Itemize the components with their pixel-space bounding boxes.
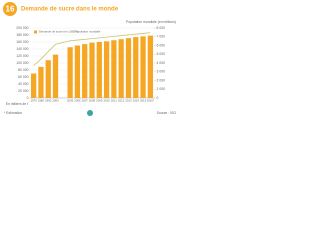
page-dot bbox=[87, 110, 93, 116]
y2-tick-label: 5 000 bbox=[157, 52, 166, 56]
x-tick-label: 2006 bbox=[74, 99, 81, 103]
x-tick-label: 2000 bbox=[52, 99, 59, 103]
chart-title: Demande de sucre dans le monde bbox=[21, 7, 119, 13]
bar bbox=[45, 60, 51, 98]
bar bbox=[67, 47, 73, 98]
y-tick-label: 120 000 bbox=[16, 54, 28, 58]
y2-tick-label: 4 000 bbox=[157, 61, 166, 65]
bar bbox=[38, 66, 44, 98]
x-tick-label: 2015 bbox=[140, 99, 147, 103]
x-tick-label: 2012 bbox=[118, 99, 125, 103]
bar bbox=[125, 38, 132, 98]
y-tick-label: 200 000 bbox=[16, 26, 28, 30]
y-tick-label: 160 000 bbox=[16, 40, 28, 44]
chart: 16 Demande de sucre dans le monde En mil… bbox=[3, 2, 177, 116]
x-tick-label: 2009 bbox=[96, 99, 103, 103]
x-tick-label: 2011 bbox=[111, 99, 117, 103]
y2-tick-label: 3 000 bbox=[157, 70, 166, 74]
x-tick-label: 2013 bbox=[125, 99, 132, 103]
x-tick-label: 2014 bbox=[133, 99, 140, 103]
badge: 16 bbox=[6, 5, 15, 14]
bar bbox=[31, 73, 37, 98]
bar bbox=[118, 39, 124, 98]
y-tick-label: 20 000 bbox=[18, 89, 28, 93]
x-tick-label: 1970 bbox=[31, 99, 38, 103]
y2-tick-label: 8 000 bbox=[157, 26, 166, 30]
bar bbox=[52, 54, 59, 98]
bar bbox=[147, 35, 153, 98]
y-tick-label: 60 000 bbox=[18, 75, 28, 79]
x-tick-label: 1980 bbox=[38, 99, 45, 103]
bar bbox=[140, 36, 146, 98]
bar bbox=[82, 44, 88, 98]
bar bbox=[103, 41, 110, 98]
x-tick-label: 2016* bbox=[147, 99, 155, 103]
bar bbox=[111, 40, 117, 98]
y-tick-label: 180 000 bbox=[16, 33, 28, 37]
y-tick-label: 100 000 bbox=[16, 61, 28, 65]
bar bbox=[74, 45, 81, 98]
y-tick-label: 80 000 bbox=[18, 68, 28, 72]
y2-tick-label: 0 bbox=[157, 96, 159, 100]
y-tick-label: 0 bbox=[27, 96, 29, 100]
y2-tick-label: 7 000 bbox=[157, 35, 166, 39]
bar bbox=[89, 42, 95, 98]
x-tick-label: 2010 bbox=[103, 99, 110, 103]
y-tick-label: 140 000 bbox=[16, 47, 28, 51]
legend-label: Population mondiale bbox=[75, 30, 101, 34]
footnote: * Estimation bbox=[4, 111, 22, 115]
line bbox=[33, 32, 151, 66]
y-tick-label: 40 000 bbox=[18, 82, 28, 86]
y2-axis-label: Population mondiale (en millions) bbox=[126, 20, 176, 24]
y-axis-label: En milliers de t bbox=[6, 102, 28, 106]
y2-tick-label: 1 000 bbox=[157, 87, 166, 91]
y2-tick-label: 2 000 bbox=[157, 78, 166, 82]
x-tick-label: 2008 bbox=[89, 99, 96, 103]
bar bbox=[133, 37, 139, 98]
source: Source : ISO bbox=[157, 111, 177, 115]
legend-swatch bbox=[34, 30, 37, 34]
x-tick-label: 2005 bbox=[67, 99, 74, 103]
bar bbox=[96, 42, 102, 98]
x-tick-label: 2007 bbox=[82, 99, 89, 103]
badge-circle bbox=[3, 2, 17, 16]
x-tick-label: 1990 bbox=[45, 99, 52, 103]
y2-tick-label: 6 000 bbox=[157, 43, 166, 47]
legend-label: Demande de sucre (en 1 000 t) bbox=[39, 30, 78, 34]
